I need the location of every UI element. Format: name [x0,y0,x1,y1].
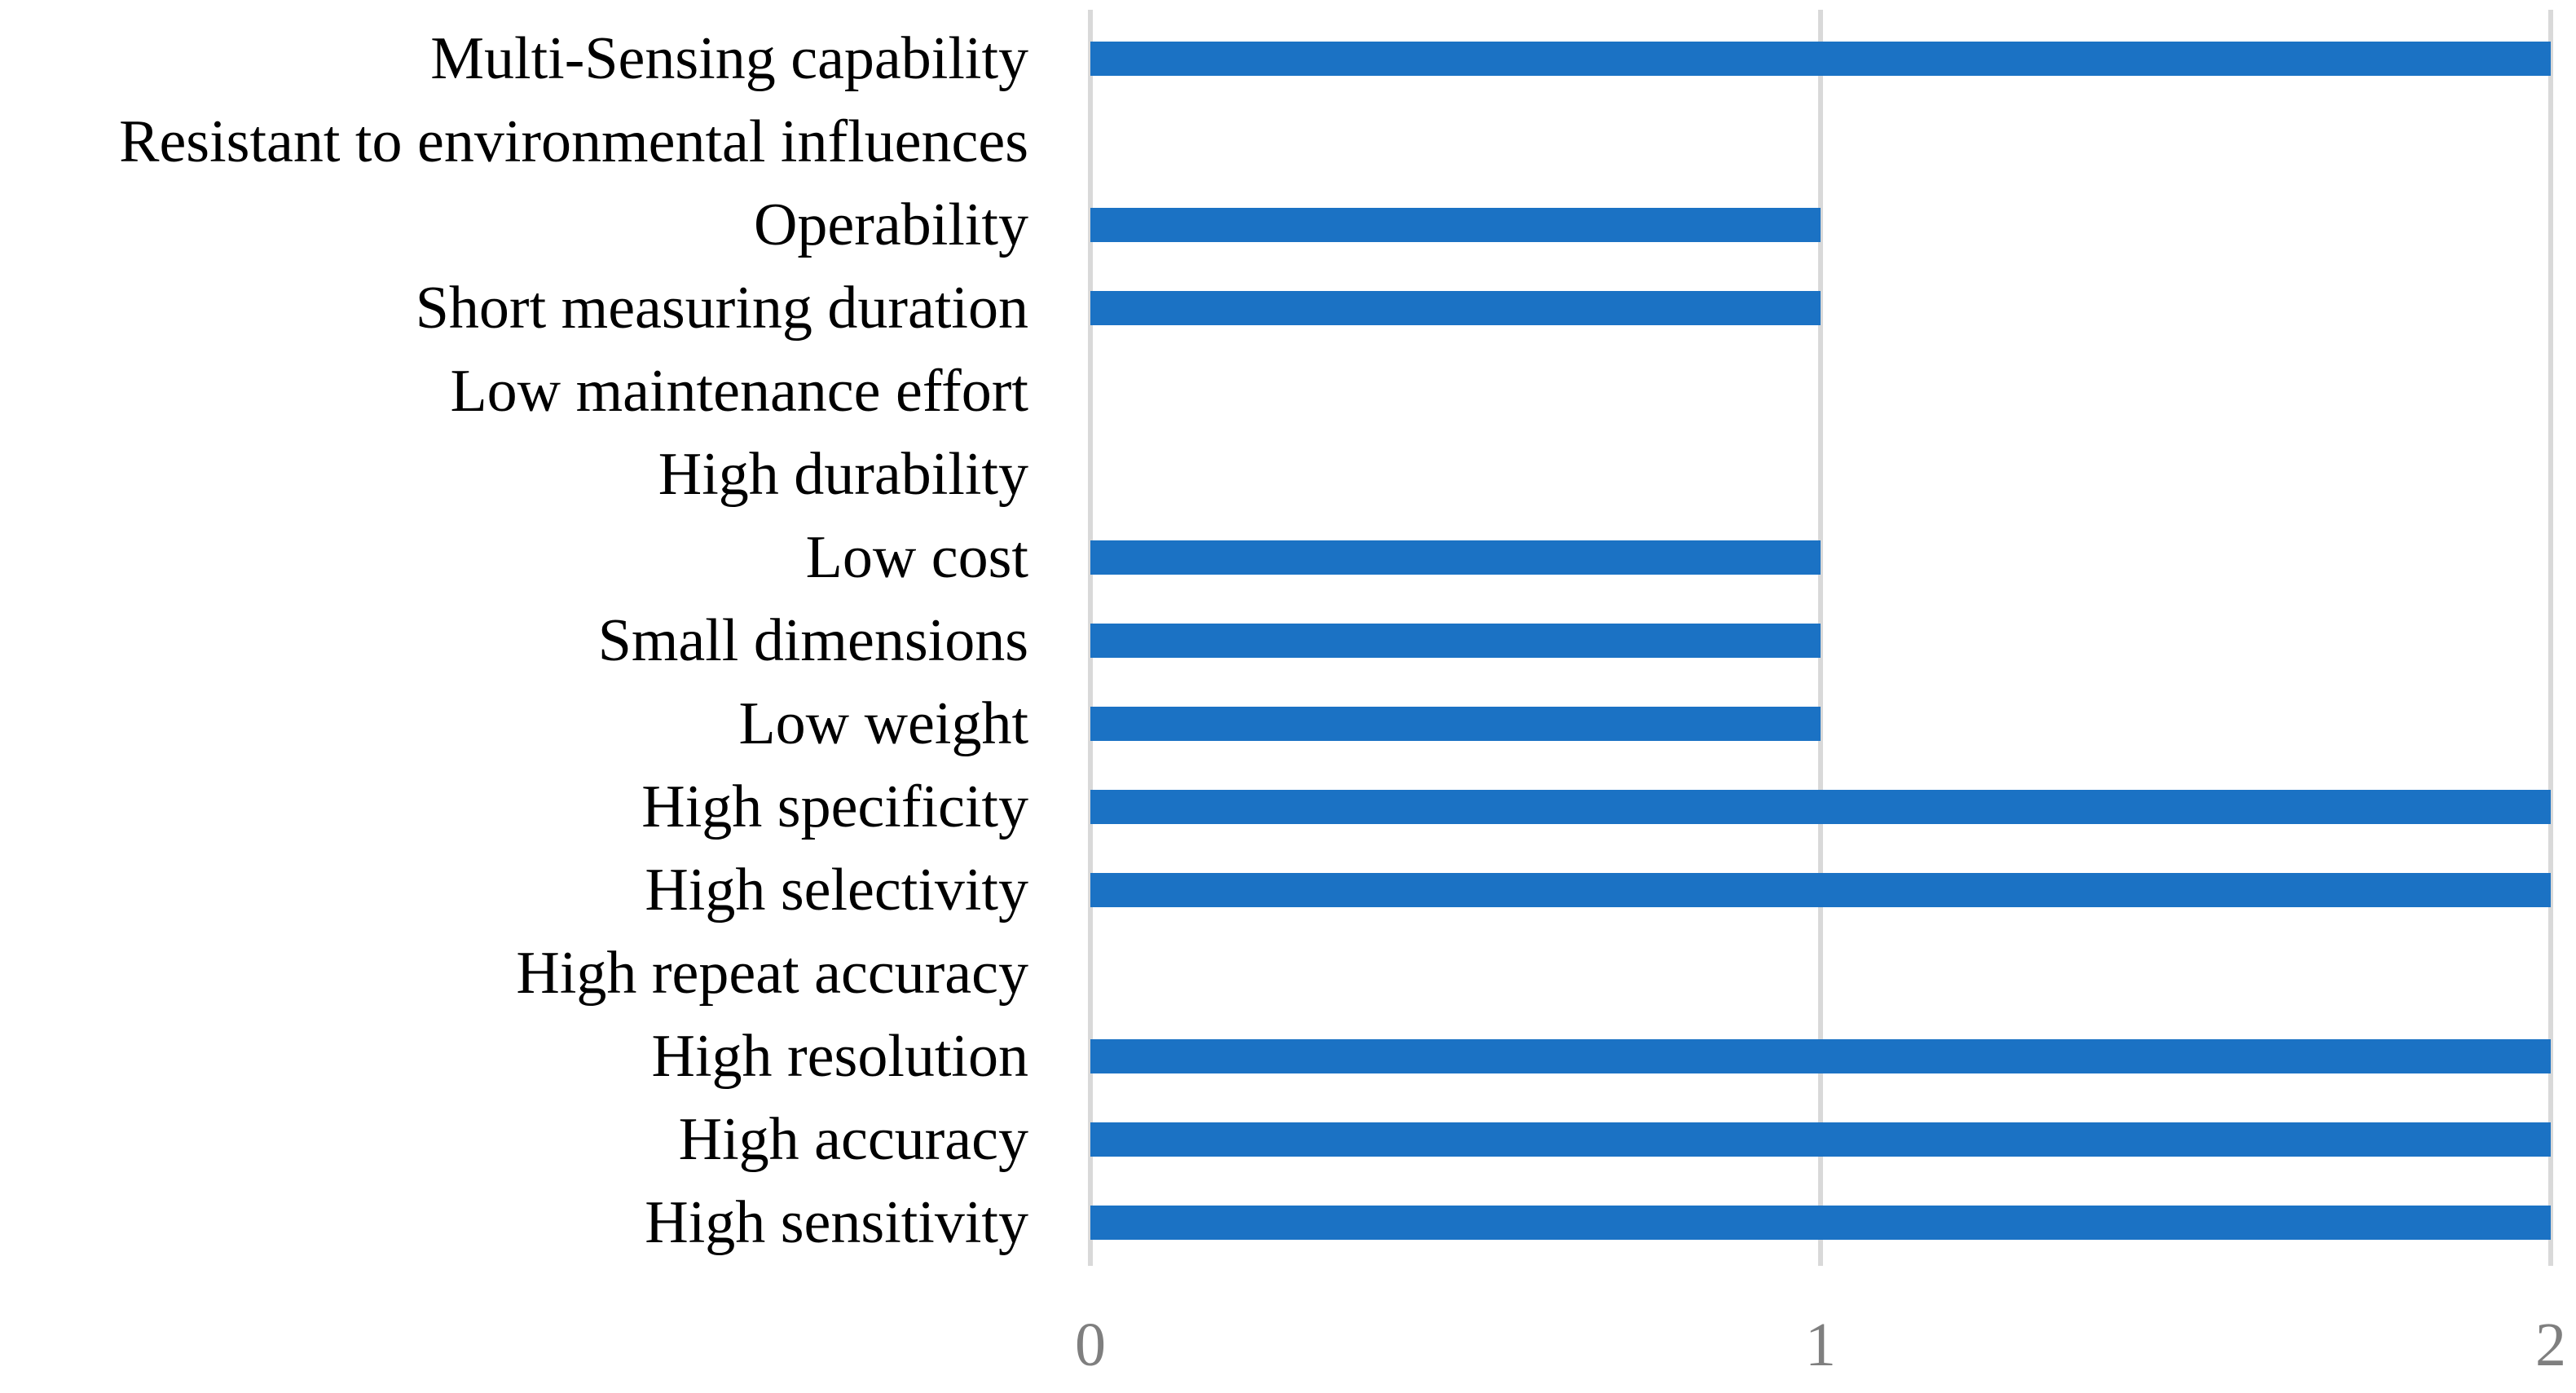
category-label: Low maintenance effort [450,358,1028,425]
bar [1090,208,1821,242]
bar [1090,1122,2551,1157]
bar [1090,540,1821,575]
category-label: High accuracy [678,1106,1028,1173]
category-label: High resolution [651,1023,1028,1090]
bar [1090,707,1821,741]
gridline [2548,10,2553,1266]
x-tick-label: 1 [1805,1311,1836,1379]
category-label: High repeat accuracy [516,940,1028,1007]
bar [1090,790,2551,824]
x-tick-label: 2 [2535,1311,2566,1379]
bar [1090,873,2551,907]
category-label: Multi-Sensing capability [430,25,1028,92]
x-tick-label: 0 [1075,1311,1106,1379]
category-label: High specificity [641,774,1028,840]
category-label: Low cost [805,524,1028,591]
category-label: High durability [658,441,1028,508]
category-label: Short measuring duration [415,275,1028,342]
category-label: Low weight [738,690,1028,757]
category-label: Operability [753,192,1028,258]
category-label: Resistant to environmental influences [119,108,1028,175]
category-label: Small dimensions [597,607,1028,674]
gridline [1818,10,1823,1266]
bar [1090,291,1821,325]
bar [1090,624,1821,658]
bar [1090,1206,2551,1240]
bar [1090,1039,2551,1073]
category-label: High selectivity [645,857,1028,924]
category-label: High sensitivity [645,1189,1028,1256]
bar [1090,42,2551,76]
